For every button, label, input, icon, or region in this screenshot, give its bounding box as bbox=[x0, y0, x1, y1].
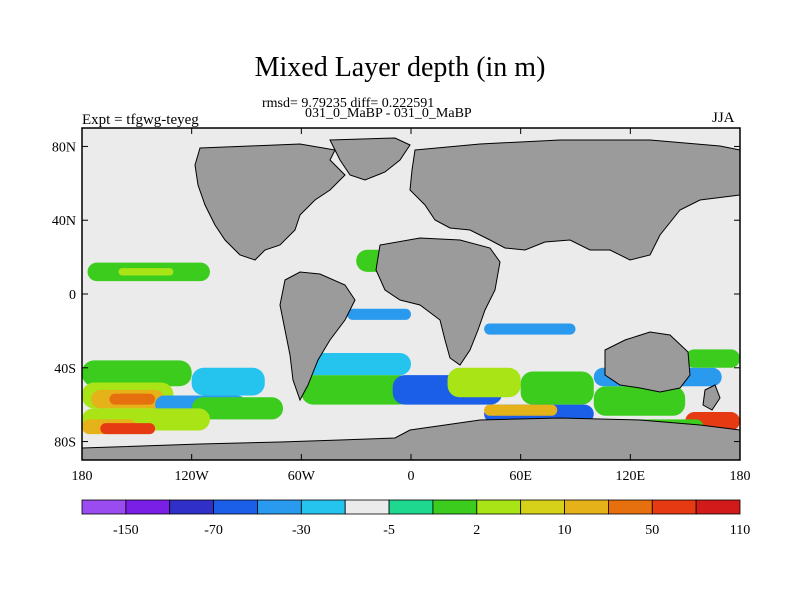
colorbar-label: 50 bbox=[645, 523, 659, 538]
season-label: JJA bbox=[712, 110, 735, 126]
colorbar-box bbox=[520, 499, 565, 515]
y-axis: 80N 40N 0 40S 80S bbox=[52, 140, 740, 451]
colorbar-box bbox=[169, 499, 215, 515]
land-antarctica bbox=[82, 417, 740, 460]
land-new-zealand bbox=[702, 384, 721, 411]
field-region-28 bbox=[685, 349, 740, 368]
chart-subtitle: 031_0_MaBP - 031_0_MaBP bbox=[305, 106, 472, 121]
colorbar-label: 110 bbox=[730, 523, 750, 538]
x-tick-label: 180 bbox=[72, 469, 93, 484]
field-region-23 bbox=[520, 371, 594, 405]
field-region-22 bbox=[447, 367, 521, 398]
colorbar: -150 -70 -30 -5 2 10 50 110 bbox=[81, 499, 750, 538]
land-north-america bbox=[194, 143, 346, 261]
x-axis: 180 120W 60W 0 60E 120E 180 bbox=[72, 128, 751, 484]
field-region-18 bbox=[100, 423, 156, 435]
colorbar-box bbox=[344, 499, 390, 515]
field-region-5 bbox=[347, 308, 411, 320]
y-tick-label: 80N bbox=[52, 140, 76, 155]
land-australia bbox=[604, 331, 691, 393]
colorbar-box bbox=[300, 499, 346, 515]
field-region-26 bbox=[593, 386, 686, 416]
field-region-8 bbox=[575, 303, 740, 317]
field-region-12 bbox=[109, 393, 156, 405]
colorbar-box bbox=[388, 499, 434, 515]
field-region-7 bbox=[484, 323, 576, 335]
land-africa bbox=[375, 237, 501, 366]
experiment-label: Expt = tfgwg-teyeg bbox=[82, 112, 199, 128]
land-mask bbox=[82, 137, 740, 460]
x-tick-label: 60W bbox=[288, 469, 316, 484]
field-region-20 bbox=[301, 353, 411, 376]
colorbar-box bbox=[564, 499, 609, 515]
x-tick-label: 120E bbox=[616, 469, 646, 484]
colorbar-box bbox=[213, 499, 258, 515]
land-eurasia bbox=[409, 139, 740, 261]
stats-line: rmsd= 9.79235 diff= 0.222591 bbox=[262, 96, 435, 111]
colorbar-box bbox=[651, 499, 697, 515]
colorbar-box bbox=[432, 499, 478, 515]
colorbar-label: -5 bbox=[383, 523, 395, 538]
land-greenland bbox=[329, 137, 411, 181]
colorbar-box bbox=[695, 499, 741, 515]
y-tick-label: 40N bbox=[52, 214, 76, 229]
field-region-3 bbox=[91, 312, 302, 326]
chart-title: Mixed Layer depth (in m) bbox=[254, 52, 546, 83]
colorbar-label: -30 bbox=[292, 523, 311, 538]
field-region-15 bbox=[191, 397, 284, 420]
colorbar-box bbox=[608, 499, 653, 515]
colorbar-label: 2 bbox=[473, 523, 480, 538]
land-south-america bbox=[279, 271, 356, 402]
x-tick-label: 0 bbox=[408, 469, 415, 484]
mixed-layer-field bbox=[82, 249, 740, 435]
colorbar-label: 10 bbox=[558, 523, 572, 538]
colorbar-box bbox=[476, 499, 522, 515]
colorbar-box bbox=[125, 499, 171, 515]
y-tick-label: 0 bbox=[69, 288, 76, 303]
field-region-25 bbox=[484, 404, 558, 416]
x-tick-label: 180 bbox=[730, 469, 751, 484]
colorbar-label: -70 bbox=[204, 523, 223, 538]
y-tick-label: 40S bbox=[54, 362, 76, 377]
field-region-9 bbox=[82, 360, 192, 387]
field-region-19 bbox=[301, 375, 411, 405]
x-tick-label: 120W bbox=[175, 469, 210, 484]
colorbar-box bbox=[257, 499, 302, 515]
y-tick-label: 80S bbox=[54, 436, 76, 451]
x-tick-label: 60E bbox=[509, 469, 532, 484]
colorbar-box bbox=[81, 499, 127, 515]
field-region-1 bbox=[118, 268, 174, 276]
field-region-13 bbox=[191, 367, 265, 396]
colorbar-label: -150 bbox=[113, 523, 139, 538]
